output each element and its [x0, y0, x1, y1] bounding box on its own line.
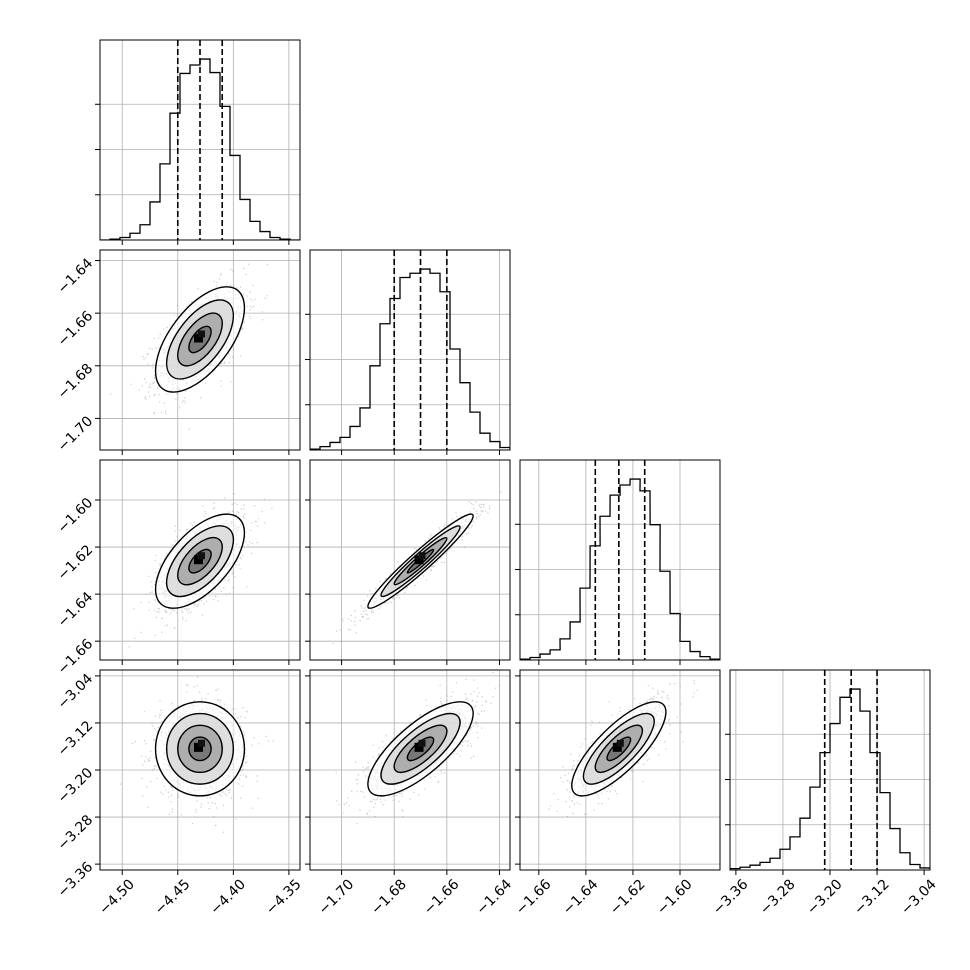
density-peak — [194, 555, 203, 565]
y-tick-label: −3.20 — [55, 765, 97, 807]
panel-frame — [519, 459, 721, 661]
y-tick-label: −1.60 — [55, 495, 97, 537]
x-tick-label: −3.28 — [757, 876, 799, 918]
y-tick-label: −1.68 — [55, 361, 97, 403]
y-tick-label: −3.04 — [55, 671, 97, 713]
scatter-panel-4-3: −1.66 −1.64 −1.62 −1.60 — [513, 669, 721, 918]
density-peak — [418, 739, 426, 747]
x-tick-label: −3.36 — [710, 876, 752, 918]
panel-frame — [99, 459, 301, 661]
histogram-panel-3 — [515, 459, 721, 665]
x-tick-label: −1.64 — [560, 876, 602, 918]
y-tick-label: −1.66 — [55, 308, 97, 350]
panel-content — [310, 460, 510, 660]
panel-frame — [309, 459, 511, 661]
panel-content — [310, 670, 510, 870]
panel-frame — [309, 249, 511, 451]
panel-frame — [99, 249, 301, 451]
x-tick-label: −4.45 — [152, 876, 194, 918]
panel-content — [100, 460, 300, 660]
scatter-panel-4-1: −4.50 −4.45 −4.40 −4.35 −3.36 −3.28 −3.20 −3.12… — [55, 669, 305, 918]
x-tick-label: −1.68 — [368, 876, 410, 918]
density-peak — [194, 333, 203, 343]
scatter-panel-3-1: −1.66 −1.64 −1.62 −1.60 — [55, 459, 301, 678]
density-peak — [414, 742, 424, 752]
panel-frame — [99, 39, 301, 241]
y-tick-label: −1.64 — [55, 589, 97, 631]
x-tick-label: −1.66 — [513, 876, 555, 918]
histogram-steps — [730, 688, 930, 870]
x-tick-label: −1.64 — [474, 876, 516, 918]
density-peak — [198, 552, 205, 560]
panel-content — [100, 670, 300, 870]
x-tick-label: −3.20 — [804, 876, 846, 918]
histogram-panel-1 — [95, 39, 301, 245]
panel-content — [520, 460, 720, 660]
scatter-panel-2-1: −1.70 −1.68 −1.66 −1.64 — [55, 249, 301, 455]
panel-content — [520, 670, 720, 870]
x-tick-label: −4.35 — [263, 876, 305, 918]
density-peak — [418, 552, 426, 560]
x-tick-label: −1.60 — [654, 876, 696, 918]
density-peak — [194, 742, 203, 752]
scatter-panel-4-2: −1.70 −1.68 −1.66 −1.64 — [305, 669, 516, 918]
histogram-panel-2 — [305, 249, 511, 455]
density-peak — [198, 739, 205, 747]
y-tick-label: −1.70 — [55, 413, 97, 455]
density-peak — [612, 742, 622, 752]
panel-content — [310, 250, 510, 450]
scatter-panel-3-2 — [305, 459, 511, 665]
y-tick-label: −3.28 — [55, 812, 97, 854]
histogram-panel-4: −3.36 −3.28 −3.20 −3.12 −3.04 — [710, 669, 940, 918]
panel-content — [100, 250, 300, 450]
x-tick-label: −3.12 — [851, 876, 893, 918]
x-tick-label: −4.40 — [207, 876, 249, 918]
x-tick-label: −1.66 — [421, 876, 463, 918]
x-tick-label: −1.70 — [316, 876, 358, 918]
x-tick-label: −1.62 — [607, 876, 649, 918]
density-peak — [198, 330, 205, 338]
histogram-steps — [520, 478, 720, 660]
density-peak — [616, 739, 624, 747]
x-tick-label: −3.04 — [898, 876, 940, 918]
panel-content — [100, 40, 300, 240]
y-tick-label: −3.36 — [55, 859, 97, 901]
y-tick-label: −1.66 — [55, 636, 97, 678]
y-tick-label: −1.62 — [55, 542, 97, 584]
y-tick-label: −1.64 — [55, 255, 97, 297]
x-tick-label: −4.50 — [96, 876, 138, 918]
y-tick-label: −3.12 — [55, 718, 97, 760]
density-peak — [414, 555, 424, 565]
panel-content — [730, 670, 930, 870]
histogram-steps — [310, 268, 510, 450]
